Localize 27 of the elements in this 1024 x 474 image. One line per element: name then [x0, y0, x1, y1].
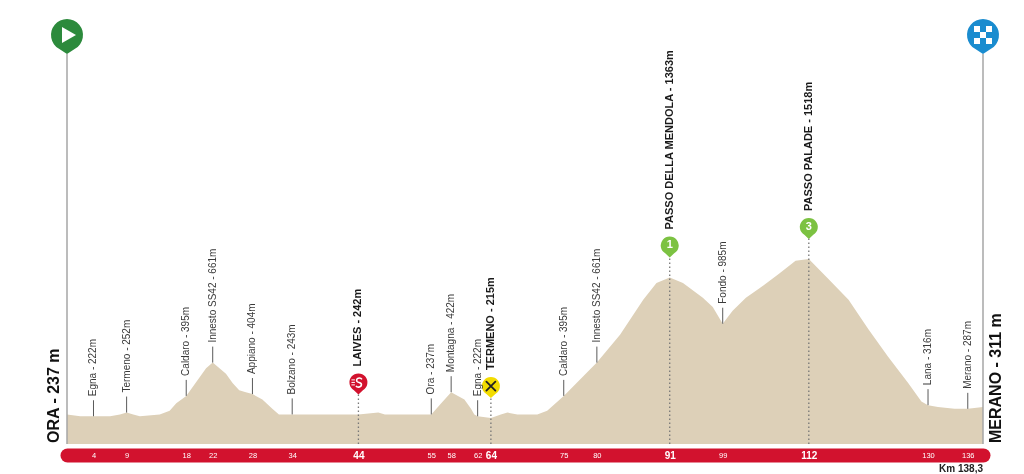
ref-line-label: PASSO PALADE - 1518m: [801, 81, 814, 211]
annotation: Montagna - 422m: [445, 293, 457, 373]
annotation: Lana - 316m: [922, 328, 934, 386]
annotation: Caldaro - 395m: [557, 306, 569, 376]
annotation: Innesto SS42 - 661m: [206, 248, 218, 343]
annotation: Egna - 222m: [87, 338, 99, 397]
ref-line-label: MERANO - 311 m: [987, 313, 1004, 443]
x-tick-label: 112: [801, 449, 818, 461]
ref-line-label: ORA - 237 m: [45, 348, 62, 443]
annotation: Ora - 237m: [425, 343, 437, 395]
annotation: Bolzano - 243m: [286, 324, 298, 395]
ref-line-label: TERMENO - 215m: [483, 276, 496, 371]
annotation: 1: [666, 238, 673, 251]
annotation: 3: [805, 219, 812, 232]
x-tick-label: 44: [353, 449, 365, 461]
annotation: Appiano - 404m: [246, 303, 258, 375]
annotation: Innesto SS42 - 661m: [590, 248, 602, 343]
text: Km 138,3: [939, 463, 984, 474]
annotation: Merano - 287m: [961, 321, 973, 389]
ref-line-label: LAIVES - 242m: [351, 288, 364, 367]
annotation: Caldaro - 395m: [180, 306, 192, 376]
x-tick-label: 64: [485, 449, 498, 461]
ref-line-label: PASSO DELLA MENDOLA - 1363m: [662, 49, 675, 230]
x-tick-label: 91: [664, 449, 677, 461]
annotation: Fondo - 985m: [716, 241, 728, 304]
annotation: Egna - 222m: [471, 338, 483, 397]
annotation: Termeno - 252m: [120, 319, 132, 393]
